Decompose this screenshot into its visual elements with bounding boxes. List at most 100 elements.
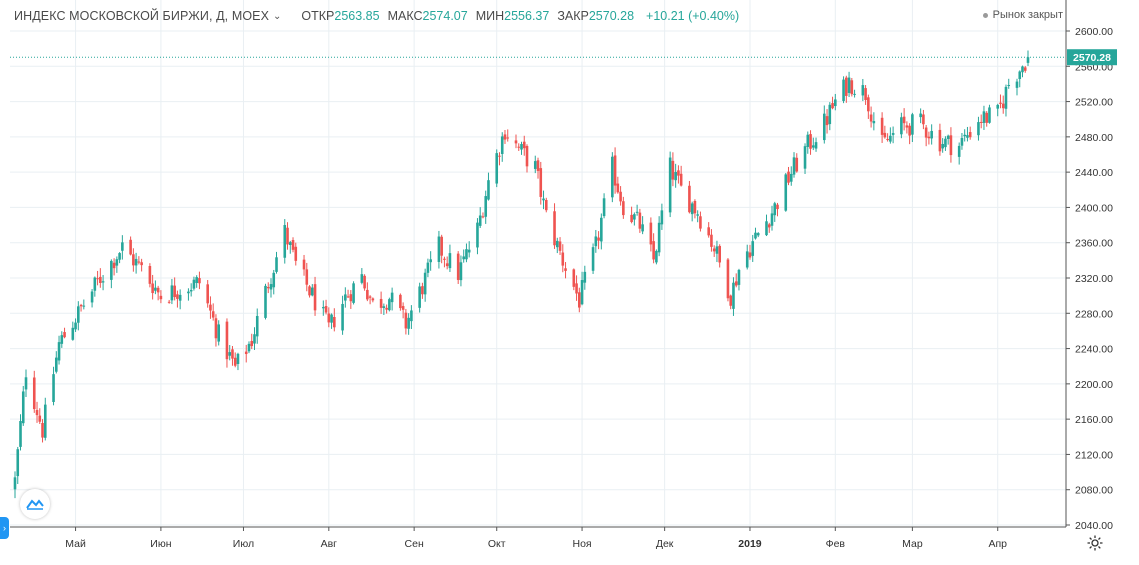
candle-body — [756, 233, 760, 236]
candle — [622, 196, 625, 219]
candle — [286, 222, 289, 250]
candle — [597, 231, 600, 250]
candle — [360, 268, 364, 285]
change-value: +10.21 (+0.40%) — [646, 9, 740, 23]
candle-body — [834, 99, 837, 107]
x-tick-label: 2019 — [738, 538, 762, 550]
candle — [231, 345, 234, 366]
candle — [693, 199, 697, 219]
candle — [385, 304, 388, 314]
candle — [776, 202, 779, 217]
candle-body — [440, 236, 443, 256]
candle-body — [754, 232, 757, 239]
candle — [583, 265, 587, 290]
candle — [564, 262, 567, 279]
candle — [600, 213, 603, 250]
candle-body — [21, 391, 25, 424]
candle-body — [330, 314, 333, 323]
candle-body — [558, 241, 562, 251]
candle — [988, 104, 991, 124]
candle — [236, 352, 240, 371]
status-dot — [982, 12, 988, 18]
close-value: 2570.28 — [588, 9, 635, 23]
x-tick-label: Сен — [405, 538, 424, 550]
candle-body — [924, 127, 928, 138]
candle-body — [159, 295, 163, 300]
candle-body — [385, 307, 388, 310]
candle-body — [24, 377, 28, 390]
candle-body — [748, 252, 752, 258]
candle — [118, 252, 121, 264]
candle-body — [60, 335, 64, 344]
candle — [979, 114, 983, 129]
candle-body — [908, 125, 911, 136]
candle-body — [173, 285, 176, 298]
candle-body — [291, 240, 295, 250]
candle-body — [443, 258, 446, 260]
y-tick-label: 2360.00 — [1075, 238, 1113, 250]
candle — [443, 256, 446, 268]
candle — [371, 297, 375, 303]
candle — [726, 258, 730, 302]
candle — [845, 75, 848, 103]
candle — [949, 127, 953, 163]
candle — [957, 142, 961, 165]
y-tick-label: 2600.00 — [1075, 26, 1113, 38]
panel-toggle-handle[interactable]: › — [0, 517, 9, 539]
candle — [302, 254, 306, 276]
axes-layer: 2040.00 2080.00 2120.00 2160.00 2200.00 2240.… — [10, 0, 1117, 550]
candle — [880, 112, 884, 143]
candle — [478, 207, 482, 228]
candle-body — [57, 342, 61, 361]
candle-body — [710, 234, 713, 247]
candle-body — [949, 135, 953, 156]
candle — [294, 242, 298, 266]
candle — [679, 165, 683, 187]
candle — [1015, 78, 1019, 96]
candle-body — [390, 292, 394, 303]
candle-body — [688, 185, 691, 213]
candle — [619, 186, 622, 206]
candle-body — [93, 277, 97, 291]
candle — [379, 291, 383, 314]
candle-body — [495, 153, 499, 184]
tradingview-logo-icon[interactable] — [20, 489, 50, 519]
candle-body — [228, 352, 232, 356]
candle — [209, 296, 212, 319]
candle — [132, 248, 135, 272]
candle — [228, 345, 232, 361]
candle — [891, 126, 895, 144]
candle-body — [889, 135, 892, 142]
candle-body — [151, 283, 154, 294]
candle-body — [231, 349, 234, 359]
candle — [580, 271, 584, 306]
candle-body — [809, 134, 812, 149]
x-tick-label: Апр — [988, 538, 1007, 550]
candle-body — [302, 259, 306, 270]
candle — [591, 243, 595, 274]
candle-body — [310, 287, 314, 296]
candle — [712, 245, 716, 257]
candle — [35, 401, 39, 423]
candle — [74, 318, 77, 332]
candle-body — [137, 261, 141, 263]
chevron-down-icon[interactable]: ⌄ — [273, 10, 282, 22]
candle — [250, 333, 254, 350]
candle-body — [619, 191, 622, 202]
candle-body — [101, 281, 105, 283]
candle-body — [404, 312, 408, 329]
candle-body — [410, 310, 413, 322]
candle — [927, 131, 931, 145]
candle — [382, 303, 386, 315]
candle — [553, 203, 556, 249]
gear-icon[interactable] — [1085, 533, 1105, 553]
candle — [787, 166, 790, 186]
candle — [308, 285, 311, 298]
symbol-title[interactable]: ИНДЕКС МОСКОВСКОЙ БИРЖИ, Д, MOEX — [14, 9, 270, 23]
candle — [195, 275, 198, 288]
candle-body — [198, 278, 201, 284]
candle-body — [429, 259, 432, 263]
candle-body — [861, 85, 865, 96]
candle-body — [520, 144, 523, 150]
